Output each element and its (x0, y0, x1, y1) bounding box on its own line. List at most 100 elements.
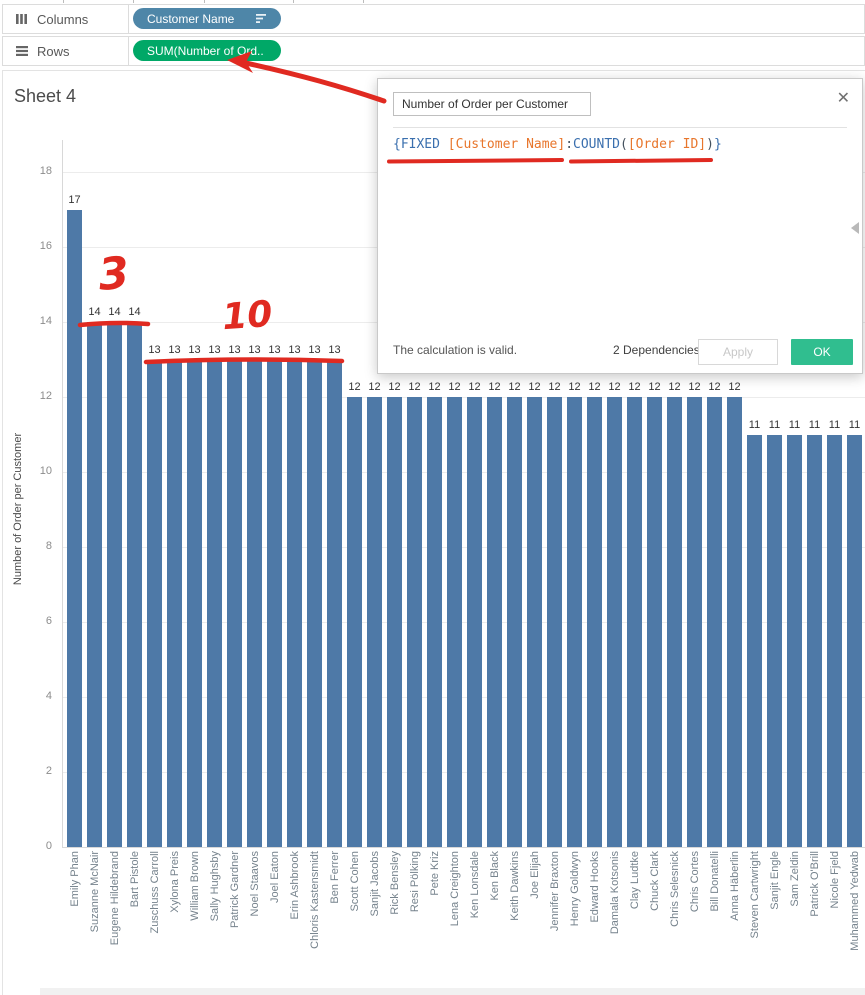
bar[interactable] (627, 397, 642, 847)
y-axis-tick-label: 0 (45, 840, 52, 852)
bar[interactable] (687, 397, 702, 847)
x-axis-category-label[interactable]: Steven Cartwright (749, 851, 761, 939)
x-axis-category-label[interactable]: Chris Cortes (689, 851, 701, 913)
bar[interactable] (67, 209, 82, 847)
bar[interactable] (527, 397, 542, 847)
x-axis-category-label[interactable]: Chris Selesnick (669, 851, 681, 927)
y-axis-tick-label: 8 (45, 540, 52, 552)
bar[interactable] (507, 397, 522, 847)
bar[interactable] (187, 359, 202, 847)
horizontal-scrollbar[interactable] (40, 988, 865, 995)
bar[interactable] (827, 434, 842, 847)
x-axis-category-label[interactable]: Pete Kriz (429, 851, 441, 896)
x-axis-category-label[interactable]: Damala Kotsonis (609, 851, 621, 935)
gridline (62, 622, 865, 623)
x-axis-category-label[interactable]: Xylona Preis (169, 851, 181, 913)
bar[interactable] (207, 359, 222, 847)
bar[interactable] (227, 359, 242, 847)
bar[interactable] (647, 397, 662, 847)
bar[interactable] (247, 359, 262, 847)
bar-value-label: 12 (388, 381, 401, 393)
x-axis-category-label[interactable]: Clay Ludtke (629, 851, 641, 910)
x-axis-category-label[interactable]: Chloris Kastensmidt (309, 851, 321, 949)
bar[interactable] (587, 397, 602, 847)
x-axis-category-label[interactable]: Henry Goldwyn (569, 851, 581, 927)
x-axis-category-label[interactable]: Eugene Hildebrand (109, 851, 121, 946)
rows-shelf[interactable]: Rows SUM(Number of Ord.. (2, 36, 865, 66)
x-axis-category-label[interactable]: Ben Ferrer (329, 851, 341, 904)
x-axis-category-label[interactable]: Ken Lonsdale (469, 851, 481, 919)
x-axis-category-label[interactable]: Jennifer Braxton (549, 851, 561, 932)
bar[interactable] (807, 434, 822, 847)
bar[interactable] (287, 359, 302, 847)
x-axis-category-label[interactable]: Rick Bensley (389, 851, 401, 915)
bar[interactable] (727, 397, 742, 847)
x-axis-category-label[interactable]: Anna Häberlin (729, 851, 741, 921)
bar[interactable] (307, 359, 322, 847)
sum-number-of-orders-pill[interactable]: SUM(Number of Ord.. (133, 40, 281, 61)
bar[interactable] (327, 359, 342, 847)
bar[interactable] (107, 322, 122, 847)
x-axis-category-label[interactable]: Patrick O'Brill (809, 851, 821, 917)
bar[interactable] (387, 397, 402, 847)
x-axis-category-label[interactable]: Sally Hughsby (209, 851, 221, 922)
bar[interactable] (547, 397, 562, 847)
x-axis-category-label[interactable]: Joel Eaton (269, 851, 281, 903)
bar[interactable] (147, 359, 162, 847)
x-axis-category-label[interactable]: Bart Pistole (129, 851, 141, 908)
bar[interactable] (267, 359, 282, 847)
bar[interactable] (447, 397, 462, 847)
bar[interactable] (567, 397, 582, 847)
expand-functions-arrow-icon[interactable] (851, 222, 859, 234)
x-axis-category-label[interactable]: Lena Creighton (449, 851, 461, 927)
bar[interactable] (707, 397, 722, 847)
customer-name-pill-label: Customer Name (147, 11, 235, 26)
bar[interactable] (487, 397, 502, 847)
bar[interactable] (367, 397, 382, 847)
x-axis-category-label[interactable]: Emily Phan (69, 851, 81, 907)
x-axis-category-label[interactable]: Sanjit Engle (769, 851, 781, 910)
x-axis-category-label[interactable]: Suzanne McNair (89, 851, 101, 933)
x-axis-category-label[interactable]: Patrick Gardner (229, 851, 241, 929)
bar[interactable] (787, 434, 802, 847)
sort-descending-icon[interactable] (256, 13, 269, 24)
bar[interactable] (167, 359, 182, 847)
sheet-title: Sheet 4 (14, 86, 77, 106)
customer-name-pill[interactable]: Customer Name (133, 8, 281, 29)
gridline (62, 697, 865, 698)
columns-shelf[interactable]: Columns Customer Name (2, 4, 865, 34)
x-axis-category-label[interactable]: Erin Ashbrook (289, 851, 301, 920)
bar[interactable] (667, 397, 682, 847)
x-axis-category-label[interactable]: Keith Dawkins (509, 851, 521, 921)
bar[interactable] (87, 322, 102, 847)
calculation-name-input[interactable] (393, 92, 591, 116)
close-icon[interactable]: ✕ (836, 90, 850, 107)
x-axis-category-label[interactable]: Sanjit Jacobs (369, 851, 381, 917)
x-axis-category-label[interactable]: Zuschuss Carroll (149, 851, 161, 934)
bar[interactable] (427, 397, 442, 847)
x-axis-category-label[interactable]: Edward Hooks (589, 851, 601, 923)
bar[interactable] (127, 322, 142, 847)
x-axis-category-label[interactable]: Muhammed Yedwab (849, 851, 861, 951)
x-axis-category-label[interactable]: Nicole Fjeld (829, 851, 841, 909)
bar[interactable] (767, 434, 782, 847)
x-axis-category-label[interactable]: Scott Cohen (349, 851, 361, 912)
x-axis-category-label[interactable]: Ken Black (489, 851, 501, 901)
x-axis-category-label[interactable]: William Brown (189, 851, 201, 921)
gridline (62, 547, 865, 548)
x-axis-category-label[interactable]: Sam Zeldin (789, 851, 801, 907)
x-axis-category-label[interactable]: Noel Staavos (249, 851, 261, 917)
ok-button[interactable]: OK (791, 339, 853, 365)
formula-editor[interactable]: {FIXED [Customer Name]:COUNTD([Order ID]… (393, 137, 722, 152)
x-axis-category-label[interactable]: Chuck Clark (649, 851, 661, 911)
bar[interactable] (747, 434, 762, 847)
x-axis-category-label[interactable]: Bill Donatelli (709, 851, 721, 912)
bar[interactable] (467, 397, 482, 847)
bar[interactable] (407, 397, 422, 847)
bar[interactable] (347, 397, 362, 847)
x-axis-category-label[interactable]: Resi Pölking (409, 851, 421, 913)
apply-button[interactable]: Apply (698, 339, 778, 365)
bar[interactable] (847, 434, 862, 847)
bar[interactable] (607, 397, 622, 847)
x-axis-category-label[interactable]: Joe Elijah (529, 851, 541, 899)
